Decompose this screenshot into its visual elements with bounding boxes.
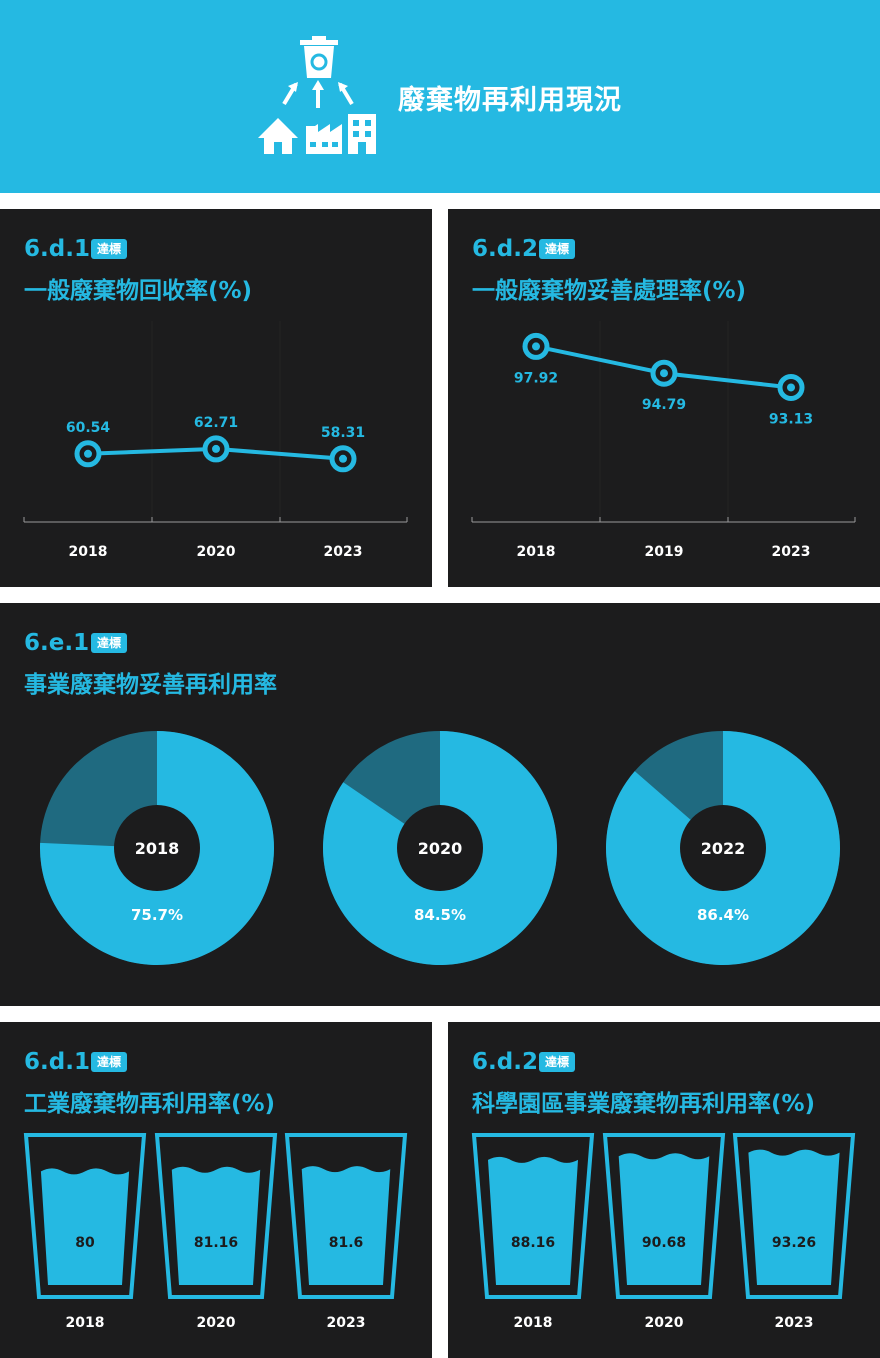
x-tick-label: 2023 — [324, 544, 363, 560]
data-point-center — [339, 454, 347, 463]
page-title: 廢棄物再利用現況 — [398, 85, 622, 116]
cup-outline — [284, 1133, 408, 1299]
panel-science-park-waste-reuse: 6.d.2 達標 科學園區事業廢棄物再利用率(%) 88.16 2018 90.68… — [448, 1022, 880, 1358]
donut-year-label: 2022 — [701, 839, 746, 858]
panel-title: 科學園區事業廢棄物再利用率(%) — [472, 1091, 816, 1117]
donut-value-label: 86.4% — [697, 906, 749, 924]
data-label: 58.31 — [321, 425, 365, 441]
donut-year-label: 2020 — [418, 839, 463, 858]
panel-title: 事業廢棄物妥善再利用率 — [24, 672, 277, 698]
donut-charts: 2018 75.7% 2020 84.5% 2022 86.4% — [40, 731, 840, 965]
indicator-code: 6.d.1 — [24, 1049, 90, 1075]
status-badge: 達標 — [91, 1052, 128, 1072]
cup-fill — [40, 1168, 130, 1285]
header-banner: 廢棄物再利用現況 — [0, 0, 880, 193]
status-badge: 達標 — [539, 239, 576, 259]
data-point-center — [660, 369, 668, 378]
status-badge: 達標 — [91, 633, 128, 653]
data-label: 94.79 — [642, 397, 686, 413]
panel-general-waste-recycling: 6.d.1 達標 一般廢棄物回收率(%) 60.54 2018 62.71 2020 5… — [0, 209, 432, 587]
indicator-code: 6.d.2 — [472, 236, 538, 262]
status-badge: 達標 — [91, 239, 128, 259]
indicator-code: 6.d.2 — [472, 1049, 538, 1075]
x-tick-label: 2023 — [772, 544, 811, 560]
panel-title: 一般廢棄物回收率(%) — [24, 278, 253, 304]
donut-hole — [680, 805, 766, 891]
status-badge: 達標 — [539, 1052, 576, 1072]
x-tick-label: 2019 — [645, 544, 684, 560]
cup-value-label: 81.6 — [329, 1235, 364, 1251]
donut-year-label: 2018 — [135, 839, 180, 858]
line-chart-recycling: 60.54 2018 62.71 2020 58.31 2023 — [23, 321, 408, 560]
indicator-code: 6.e.1 — [24, 630, 90, 656]
cup-value-label: 81.16 — [194, 1235, 238, 1251]
panel-title: 工業廢棄物再利用率(%) — [24, 1091, 276, 1117]
x-tick-label: 2023 — [327, 1315, 366, 1331]
cup-chart-industrial: 80 2018 81.16 2020 81.6 2023 — [23, 1133, 408, 1331]
panel-title: 一般廢棄物妥善處理率(%) — [472, 278, 747, 304]
data-label: 97.92 — [514, 370, 558, 386]
x-tick-label: 2023 — [775, 1315, 814, 1331]
cup-value-label: 90.68 — [642, 1235, 686, 1251]
line-chart-treatment: 97.92 2018 94.79 2019 93.13 2023 — [471, 321, 856, 560]
cup-outline — [23, 1133, 147, 1299]
indicator-code: 6.d.1 — [24, 236, 90, 262]
donut-value-label: 84.5% — [414, 906, 466, 924]
cup-outline — [732, 1133, 856, 1299]
donut-hole — [114, 805, 200, 891]
panel-general-waste-treatment: 6.d.2 達標 一般廢棄物妥善處理率(%) 97.92 2018 94.79 201… — [448, 209, 880, 587]
cup-fill — [487, 1156, 579, 1285]
donut-value-label: 75.7% — [131, 906, 183, 924]
x-tick-label: 2018 — [66, 1315, 105, 1331]
recycle-buildings-icon — [258, 36, 376, 154]
cup-fill — [301, 1166, 391, 1285]
x-tick-label: 2020 — [197, 544, 236, 560]
data-point-center — [84, 449, 92, 458]
data-point-center — [787, 383, 795, 392]
cup-fill — [748, 1149, 840, 1285]
panel-business-waste-reuse: 6.e.1 達標 事業廢棄物妥善再利用率 2018 75.7% 2020 84.5% 2… — [0, 603, 880, 1006]
donut-hole — [397, 805, 483, 891]
cup-value-label: 93.26 — [772, 1235, 816, 1251]
cup-value-label: 80 — [75, 1235, 95, 1251]
x-tick-label: 2020 — [645, 1315, 684, 1331]
cup-value-label: 88.16 — [511, 1235, 555, 1251]
x-tick-label: 2018 — [514, 1315, 553, 1331]
cup-fill — [618, 1153, 710, 1285]
cup-fill — [171, 1166, 261, 1285]
x-tick-label: 2020 — [197, 1315, 236, 1331]
data-label: 62.71 — [194, 415, 238, 431]
cup-chart-science-park: 88.16 2018 90.68 2020 93.26 2023 — [471, 1133, 856, 1331]
panel-industrial-waste-reuse: 6.d.1 達標 工業廢棄物再利用率(%) 80 2018 81.16 2020 81.… — [0, 1022, 432, 1358]
cup-outline — [154, 1133, 278, 1299]
data-point-center — [212, 444, 220, 453]
data-label: 93.13 — [769, 411, 813, 427]
cup-outline — [602, 1133, 726, 1299]
cup-outline — [471, 1133, 595, 1299]
x-tick-label: 2018 — [69, 544, 108, 560]
data-point-center — [532, 342, 540, 351]
x-tick-label: 2018 — [517, 544, 556, 560]
data-label: 60.54 — [66, 420, 111, 436]
